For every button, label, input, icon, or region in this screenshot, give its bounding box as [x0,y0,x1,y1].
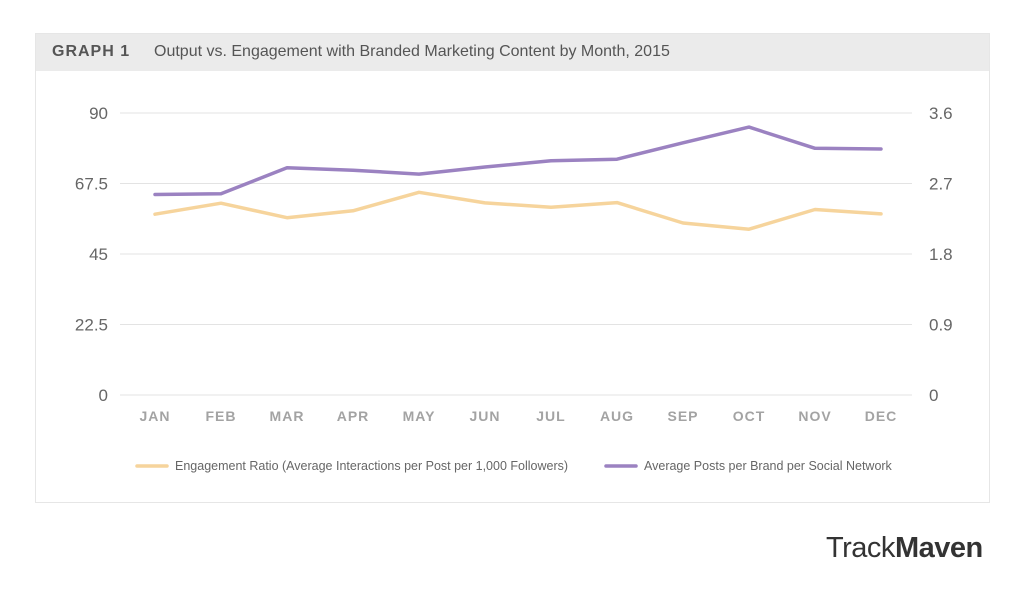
legend-label-posts: Average Posts per Brand per Social Netwo… [644,459,893,473]
x-tick-label-apr: APR [337,408,370,424]
legend-label-engagement: Engagement Ratio (Average Interactions p… [175,459,568,473]
graph-number-label: GRAPH 1 [52,43,131,60]
y-left-tick-label: 22.5 [75,316,108,335]
y-left-tick-label: 90 [89,104,108,123]
x-tick-label-jan: JAN [139,408,170,424]
x-tick-label-may: MAY [403,408,436,424]
y-right-tick-label: 3.6 [929,104,953,123]
brand-word-track: Track [826,532,895,564]
y-left-tick-label: 0 [99,386,108,405]
y-left-tick-label: 45 [89,245,108,264]
chart-header: GRAPH 1 Output vs. Engagement with Brand… [36,34,989,71]
x-tick-label-nov: NOV [798,408,831,424]
brand-word-maven: Maven [894,532,983,564]
engagement-ratio-line [153,190,883,231]
x-tick-label-mar: MAR [270,408,305,424]
chart-title: Output vs. Engagement with Branded Marke… [154,43,670,60]
average-posts-line [153,125,883,197]
x-tick-label-jul: JUL [536,408,565,424]
chart-card: GRAPH 1 Output vs. Engagement with Brand… [35,33,990,503]
x-tick-label-oct: OCT [733,408,766,424]
x-tick-label-dec: DEC [865,408,898,424]
x-tick-label-aug: AUG [600,408,634,424]
y-right-tick-label: 0 [929,386,938,405]
y-right-tick-label: 1.8 [929,245,953,264]
x-tick-label-jun: JUN [469,408,500,424]
x-tick-label-feb: FEB [206,408,237,424]
trackmaven-logo: TrackMaven [826,532,983,565]
y-left-tick-label: 67.5 [75,175,108,194]
x-tick-label-sep: SEP [667,408,698,424]
y-right-tick-label: 0.9 [929,316,953,335]
y-right-tick-label: 2.7 [929,175,953,194]
